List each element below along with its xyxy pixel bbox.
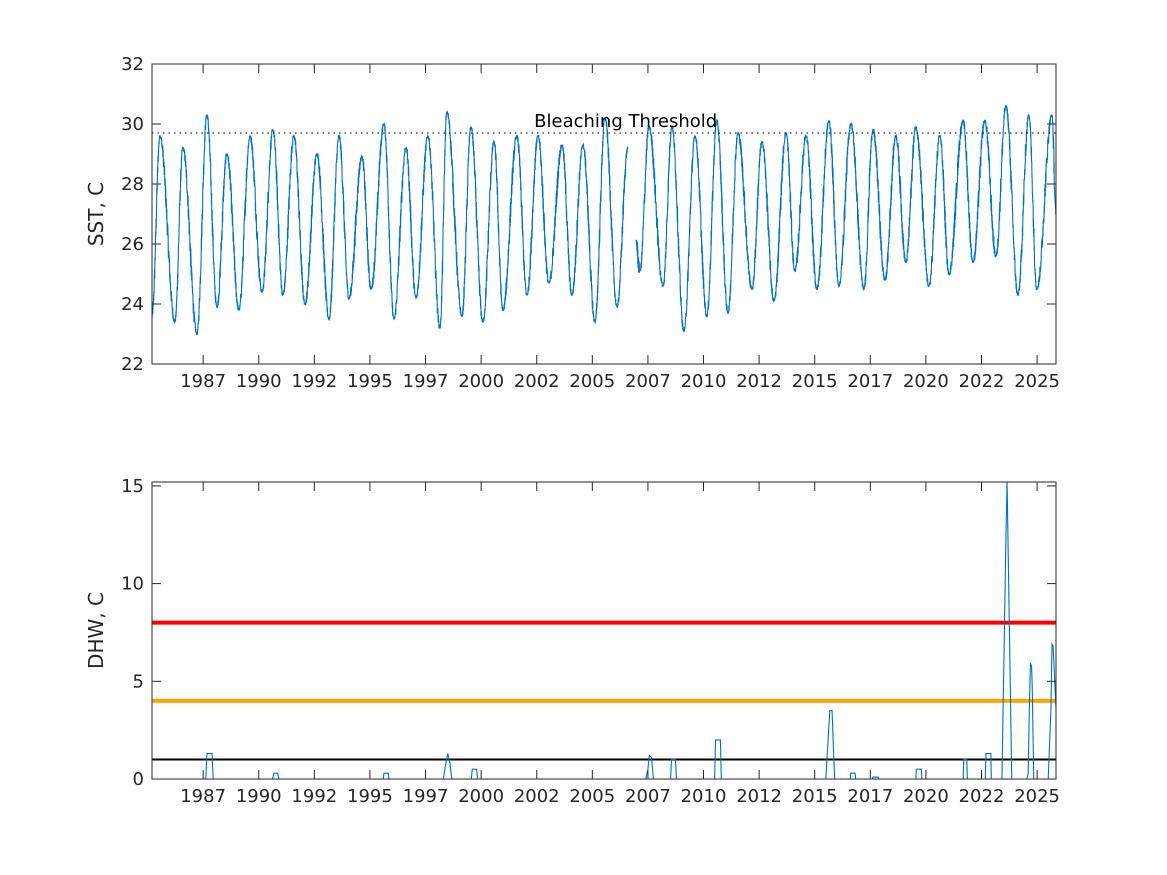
x-tick-label: 2012: [736, 786, 782, 807]
y-tick-label: 15: [121, 476, 144, 497]
x-tick-label: 1992: [291, 371, 337, 392]
sst-series-segment-0: [152, 110, 629, 336]
x-tick-label: 1997: [403, 371, 449, 392]
x-tick-label: 2015: [792, 371, 838, 392]
y-tick-label: 32: [121, 54, 144, 75]
y-tick-label: 22: [121, 354, 144, 375]
x-tick-label: 2025: [1014, 371, 1060, 392]
y-tick-label: 24: [121, 294, 144, 315]
x-tick-label: 2000: [458, 786, 504, 807]
x-tick-label: 1990: [236, 786, 282, 807]
x-tick-label: 1995: [347, 786, 393, 807]
y-tick-label: 28: [121, 174, 144, 195]
x-tick-label: 2005: [569, 371, 615, 392]
x-tick-label: 1992: [291, 786, 337, 807]
x-tick-label: 2025: [1014, 786, 1060, 807]
threshold-label: Bleaching Threshold: [534, 111, 717, 132]
dhw-series: [152, 482, 1056, 779]
y-tick-label: 5: [133, 671, 144, 692]
x-tick-label: 2002: [514, 371, 560, 392]
x-tick-label: 2020: [903, 371, 949, 392]
y-axis-label: DHW, C: [84, 592, 108, 669]
y-tick-label: 0: [133, 769, 144, 790]
x-tick-label: 1987: [180, 371, 226, 392]
y-tick-label: 30: [121, 114, 144, 135]
x-tick-label: 2022: [959, 786, 1005, 807]
y-axis-label: SST, C: [84, 182, 108, 246]
x-tick-label: 2017: [847, 786, 893, 807]
y-tick-label: 10: [121, 574, 144, 595]
dhw-axes: 1987 1990 1992 1995 1997 2000 2002 2005 2007 2010…: [84, 476, 1060, 807]
x-tick-label: 2015: [792, 786, 838, 807]
x-tick-label: 1997: [403, 786, 449, 807]
x-tick-label: 2005: [569, 786, 615, 807]
sst-axes: Bleaching Threshold 1987 1990 1992 1995 1997 2…: [84, 54, 1060, 392]
axes-box: [151, 481, 1057, 780]
x-tick-label: 2020: [903, 786, 949, 807]
x-tick-label: 1995: [347, 371, 393, 392]
x-tick-label: 2010: [681, 371, 727, 392]
x-tick-label: 2010: [681, 786, 727, 807]
x-tick-label: 2002: [514, 786, 560, 807]
axes-box: [151, 63, 1057, 365]
x-tick-label: 2000: [458, 371, 504, 392]
x-tick-label: 2017: [847, 371, 893, 392]
sst-series-segment-1: [635, 105, 1056, 332]
x-tick-label: 1987: [180, 786, 226, 807]
x-tick-label: 2022: [959, 371, 1005, 392]
x-tick-label: 2007: [625, 786, 671, 807]
y-tick-label: 26: [121, 234, 144, 255]
x-tick-label: 2007: [625, 371, 671, 392]
x-tick-label: 1990: [236, 371, 282, 392]
x-tick-label: 2012: [736, 371, 782, 392]
